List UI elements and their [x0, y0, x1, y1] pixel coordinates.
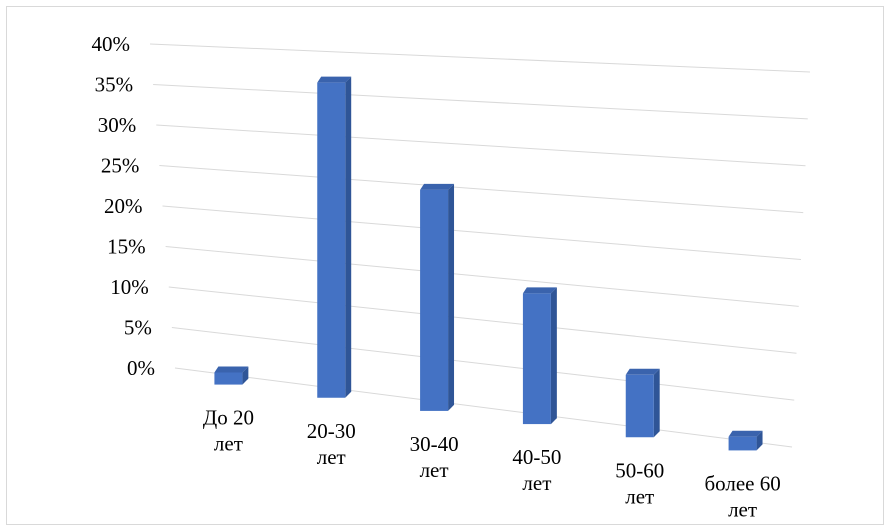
x-category-line: лет [420, 458, 449, 482]
bar [522, 287, 557, 425]
x-category-line: 20-30 [307, 419, 356, 443]
x-category-label: До 20 лет [203, 406, 254, 456]
bar-front [728, 436, 757, 451]
x-category-line: более 60 [704, 471, 780, 495]
gridline [165, 246, 799, 307]
bar-top [728, 430, 763, 437]
bar [214, 366, 249, 385]
gridline [171, 327, 795, 401]
bar-front [214, 372, 243, 385]
y-tick-label: 40% [92, 32, 131, 56]
bar [728, 430, 763, 451]
gridline [162, 205, 802, 260]
bar-front [317, 82, 346, 398]
x-category-line: 30-40 [410, 432, 459, 456]
bar-side [345, 76, 352, 398]
bar-top [420, 183, 455, 190]
bar-top [625, 368, 660, 375]
bar-top [214, 366, 249, 373]
gridline [149, 43, 811, 73]
x-category-line: лет [317, 445, 346, 469]
gridline [174, 367, 793, 448]
gridline [159, 165, 804, 214]
x-category-label: 30-40 лет [410, 432, 459, 482]
y-tick-label: 10% [110, 275, 149, 299]
x-category-line: лет [214, 432, 243, 456]
bar [625, 368, 660, 438]
y-tick-label: 25% [101, 154, 140, 178]
bar-side [653, 368, 660, 438]
y-tick-label: 0% [127, 356, 155, 380]
x-category-line: 40-50 [512, 445, 561, 469]
gridline [156, 124, 806, 167]
y-tick-label: 20% [104, 194, 143, 218]
x-category-line: 50-60 [615, 458, 664, 482]
x-category-line: До 20 [203, 406, 254, 430]
bar-front [522, 293, 551, 425]
x-category-label: 40-50 лет [512, 445, 561, 495]
x-category-label: 50-60 лет [615, 458, 664, 508]
gridline [153, 84, 808, 120]
y-tick-label: 5% [124, 316, 152, 340]
bar-front [420, 189, 449, 411]
x-category-label: более 60 лет [704, 471, 780, 521]
bar-side [242, 366, 249, 385]
bar-top [522, 287, 557, 294]
x-category-line: лет [522, 471, 551, 495]
y-tick-label: 15% [107, 235, 146, 259]
x-category-line: лет [625, 484, 654, 508]
bar-front [625, 374, 654, 438]
bar-top [317, 76, 352, 83]
x-category-line: лет [728, 497, 757, 521]
gridline [168, 286, 797, 354]
y-tick-label: 35% [95, 73, 134, 97]
gridlines [149, 43, 811, 448]
bars [214, 76, 763, 451]
bar-side [550, 287, 557, 425]
bar-side [756, 430, 763, 451]
bar [420, 183, 455, 411]
y-tick-label: 30% [98, 113, 137, 137]
y-axis-ticks: 0% 5% 10% 15% 20% 25% 30% 35% 40% [92, 32, 156, 380]
bar [317, 76, 352, 398]
bar-side [448, 183, 455, 411]
x-category-label: 20-30 лет [307, 419, 356, 469]
